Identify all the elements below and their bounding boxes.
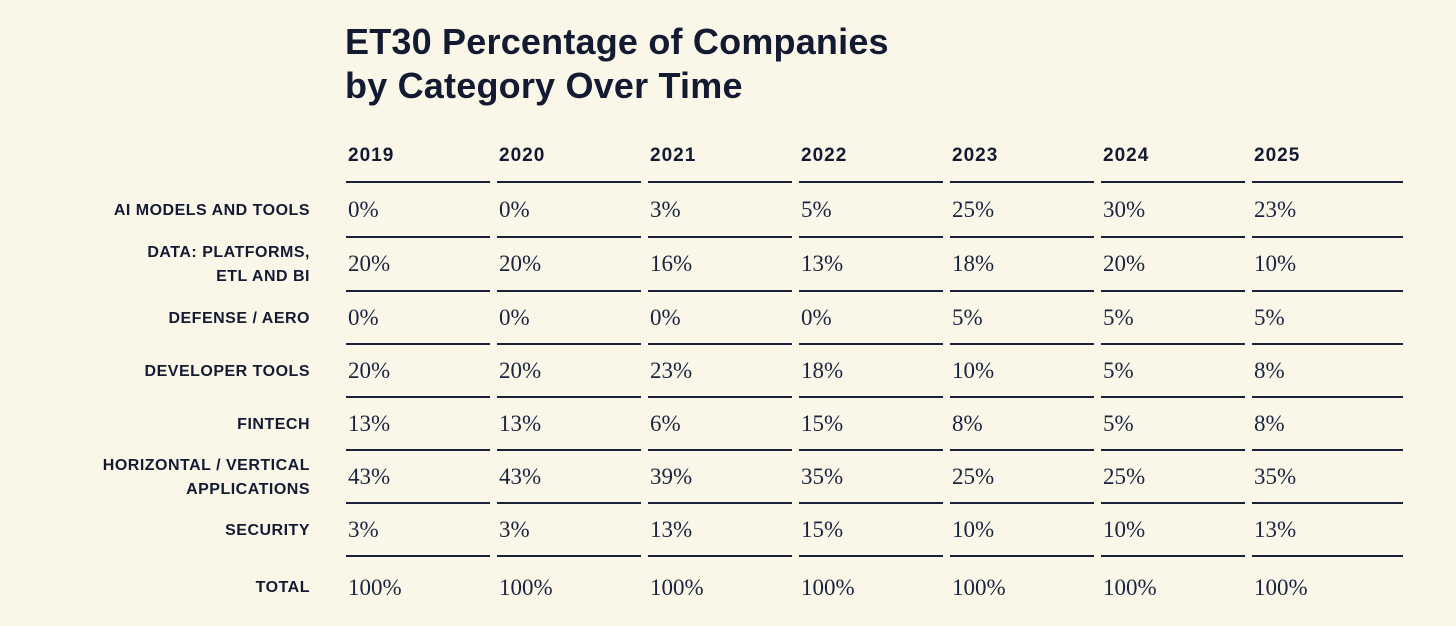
table-cell: 13% — [1252, 504, 1403, 557]
table-cell: 30% — [1101, 183, 1245, 238]
table-cell: 13% — [346, 398, 490, 451]
table-cell: 10% — [1252, 238, 1403, 292]
table-cell: 23% — [1252, 183, 1403, 238]
table-cell: 25% — [1101, 451, 1245, 504]
table-cell: 8% — [1252, 345, 1403, 398]
table-cell: 100% — [348, 575, 402, 600]
page-title-line2: by Category Over Time — [345, 65, 743, 106]
percentage-table: 2019 2020 2021 2022 2023 2024 2025 AI MO… — [39, 130, 1403, 619]
table-cell: 8% — [950, 398, 1094, 451]
year-header-2021: 2021 — [648, 130, 792, 183]
table-cell: 20% — [1101, 238, 1245, 292]
table-cell: 100% — [650, 575, 704, 600]
table-cell: 5% — [950, 292, 1094, 345]
table-cell: 0% — [497, 292, 641, 345]
table-cell: 35% — [1252, 451, 1403, 504]
year-header-2025: 2025 — [1252, 130, 1403, 183]
row-label-defense-aero: DEFENSE / AERO — [168, 309, 310, 327]
row-label-security: SECURITY — [225, 521, 310, 539]
table-cell: 39% — [648, 451, 792, 504]
table-cell: 18% — [950, 238, 1094, 292]
row-label-developer-tools: DEVELOPER TOOLS — [144, 362, 310, 380]
table-cell: 10% — [1101, 504, 1245, 557]
page-title: ET30 Percentage of Companies by Category … — [345, 20, 889, 108]
table-cell: 3% — [648, 183, 792, 238]
table-cell: 100% — [952, 575, 1006, 600]
table-cell: 6% — [648, 398, 792, 451]
table-cell: 25% — [950, 183, 1094, 238]
table-cell: 20% — [497, 345, 641, 398]
table-cell: 43% — [497, 451, 641, 504]
corner-spacer — [39, 130, 339, 183]
table-cell: 0% — [346, 183, 490, 238]
table-cell: 13% — [648, 504, 792, 557]
table-cell: 3% — [497, 504, 641, 557]
row-label-total: TOTAL — [255, 579, 310, 596]
row-label-horizontal-vertical-applications: HORIZONTAL / VERTICAL APPLICATIONS — [102, 456, 310, 498]
year-header-2023: 2023 — [950, 130, 1094, 183]
table-cell: 0% — [648, 292, 792, 345]
table-cell: 15% — [799, 504, 943, 557]
table-cell: 100% — [801, 575, 855, 600]
table-cell: 15% — [799, 398, 943, 451]
year-header-2024: 2024 — [1101, 130, 1245, 183]
table-cell: 0% — [799, 292, 943, 345]
table-cell: 10% — [950, 345, 1094, 398]
table-cell: 0% — [497, 183, 641, 238]
table-cell: 35% — [799, 451, 943, 504]
table-cell: 5% — [1101, 292, 1245, 345]
table-cell: 0% — [346, 292, 490, 345]
year-header-2022: 2022 — [799, 130, 943, 183]
table-cell: 20% — [497, 238, 641, 292]
table-cell: 43% — [346, 451, 490, 504]
table-cell: 16% — [648, 238, 792, 292]
table-cell: 23% — [648, 345, 792, 398]
row-label-data-platforms-etl-and-bi: DATA: PLATFORMS, ETL AND BI — [147, 244, 310, 285]
table-cell: 5% — [799, 183, 943, 238]
table-cell: 20% — [346, 345, 490, 398]
page-title-line1: ET30 Percentage of Companies — [345, 21, 889, 62]
row-label-ai-models-and-tools: AI MODELS AND TOOLS — [113, 201, 310, 219]
table-cell: 5% — [1101, 398, 1245, 451]
year-header-2020: 2020 — [497, 130, 641, 183]
year-header-2019: 2019 — [346, 130, 490, 183]
table-cell: 20% — [346, 238, 490, 292]
table-cell: 100% — [1103, 575, 1157, 600]
row-label-fintech: FINTECH — [237, 415, 310, 433]
table-cell: 3% — [346, 504, 490, 557]
table-cell: 18% — [799, 345, 943, 398]
table-cell: 10% — [950, 504, 1094, 557]
table-cell: 25% — [950, 451, 1094, 504]
table-cell: 13% — [497, 398, 641, 451]
table-cell: 13% — [799, 238, 943, 292]
table-cell: 8% — [1252, 398, 1403, 451]
table-cell: 5% — [1252, 292, 1403, 345]
table-cell: 100% — [1254, 575, 1308, 600]
table-cell: 100% — [499, 575, 553, 600]
table-cell: 5% — [1101, 345, 1245, 398]
